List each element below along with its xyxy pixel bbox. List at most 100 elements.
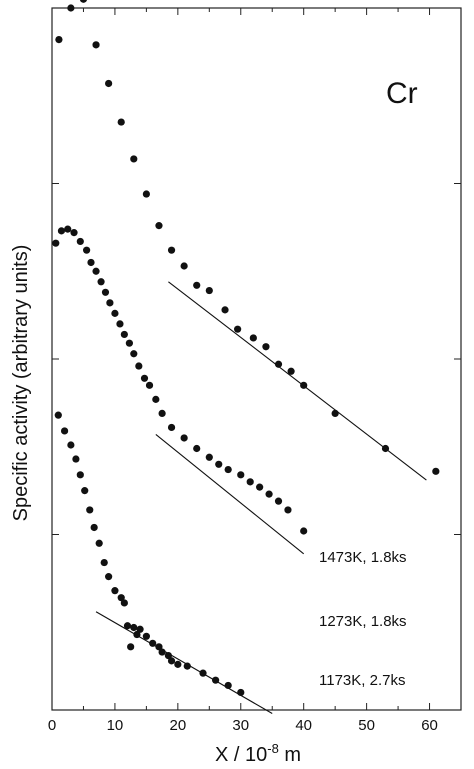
data-point-series-0 <box>105 79 113 88</box>
data-point-series-1 <box>265 490 273 498</box>
data-point-series-0 <box>167 246 176 254</box>
y-axis-title: Specific activity (arbitrary units) <box>10 245 32 522</box>
data-point-series-1 <box>83 246 91 254</box>
data-point-series-2 <box>117 594 125 602</box>
data-point-series-1 <box>158 409 166 418</box>
data-point-series-1 <box>274 497 283 505</box>
data-point-series-1 <box>92 267 100 275</box>
x-axis-title-exponent: -8 <box>267 741 279 756</box>
data-point-series-1 <box>116 320 124 328</box>
data-point-series-2 <box>105 573 113 581</box>
data-point-series-0 <box>274 360 283 368</box>
data-point-series-0 <box>331 409 339 418</box>
data-point-series-0 <box>117 118 125 126</box>
data-point-series-1 <box>106 299 114 307</box>
x-tick-label: 40 <box>295 717 312 734</box>
data-point-series-1 <box>76 237 84 246</box>
data-point-series-2 <box>72 455 80 463</box>
data-point-series-2 <box>95 539 103 547</box>
x-tick-label: 50 <box>358 717 375 734</box>
data-point-series-1 <box>256 483 264 491</box>
data-point-series-0 <box>130 155 138 163</box>
fit-lines <box>95 281 427 714</box>
x-axis-title-base: X / 10 <box>215 744 267 766</box>
data-point-series-1 <box>215 460 223 468</box>
data-point-series-1 <box>57 227 66 235</box>
data-point-series-1 <box>300 527 308 535</box>
data-point-series-1 <box>140 374 149 382</box>
data-point-series-2 <box>100 558 108 567</box>
data-point-series-0 <box>67 4 75 12</box>
data-point-series-1 <box>125 339 133 347</box>
data-point-series-2 <box>127 643 135 651</box>
data-point-series-2 <box>155 643 163 651</box>
data-point-series-1 <box>97 278 105 286</box>
data-point-series-0 <box>221 306 229 314</box>
data-point-series-0 <box>142 190 150 198</box>
x-tick-label: 20 <box>170 717 187 734</box>
data-point-series-2 <box>136 625 144 633</box>
data-point-series-2 <box>212 676 220 684</box>
plot-frame <box>51 7 462 711</box>
data-point-series-0 <box>432 467 440 475</box>
data-point-series-2 <box>90 523 98 532</box>
data-point-series-2 <box>54 411 62 419</box>
data-point-series-1 <box>167 423 176 432</box>
data-point-series-1 <box>145 381 154 389</box>
data-point-series-2 <box>237 688 245 697</box>
data-point-series-0 <box>55 35 63 44</box>
fit-line-series-1 <box>155 434 305 555</box>
x-axis-title: X / 10-8 m <box>215 741 301 766</box>
data-point-series-2 <box>183 662 191 670</box>
data-point-series-0 <box>381 444 390 453</box>
data-point-series-1 <box>246 478 254 486</box>
data-point-series-2 <box>199 669 207 677</box>
data-point-series-0 <box>180 262 188 270</box>
data-point-series-1 <box>205 453 213 461</box>
data-point-series-1 <box>135 362 143 370</box>
series-label-1273k: 1273K, 1.8ks <box>319 613 407 630</box>
data-point-series-1 <box>224 465 232 474</box>
data-points <box>52 0 440 697</box>
data-point-series-0 <box>155 222 163 230</box>
data-point-series-2 <box>130 623 138 632</box>
data-point-series-2 <box>81 487 89 495</box>
x-tick-label: 10 <box>107 717 124 734</box>
data-point-series-2 <box>86 506 94 514</box>
data-point-series-1 <box>152 395 160 403</box>
data-point-series-2 <box>149 639 157 647</box>
data-point-series-0 <box>205 286 213 295</box>
series-label-1473k: 1473K, 1.8ks <box>319 549 407 566</box>
data-point-series-1 <box>111 309 119 317</box>
data-point-series-2 <box>174 660 182 668</box>
x-axis-title-unit: m <box>279 744 301 766</box>
data-point-series-2 <box>123 622 132 630</box>
data-point-series-1 <box>193 444 201 453</box>
data-point-series-1 <box>180 434 188 442</box>
data-point-series-1 <box>130 350 138 358</box>
data-point-series-2 <box>164 651 173 660</box>
data-point-series-0 <box>193 281 201 289</box>
data-point-series-1 <box>87 258 95 267</box>
data-point-series-1 <box>64 225 72 233</box>
data-point-series-2 <box>224 681 232 690</box>
data-point-series-1 <box>70 229 78 237</box>
data-point-series-0 <box>287 367 295 375</box>
data-point-series-1 <box>284 506 292 514</box>
data-point-series-0 <box>249 334 257 342</box>
data-point-series-2 <box>67 441 75 449</box>
data-point-series-2 <box>60 427 69 435</box>
data-point-series-1 <box>237 471 245 479</box>
fit-line-series-2 <box>95 611 273 714</box>
panel-label: Cr <box>386 77 418 110</box>
data-point-series-1 <box>120 330 128 339</box>
data-point-series-2 <box>76 471 84 479</box>
data-point-series-2 <box>111 587 119 595</box>
series-label-1173k: 1173K, 2.7ks <box>319 672 405 689</box>
axes: 0 10 20 30 40 50 60 <box>48 7 462 734</box>
x-tick-label: 0 <box>48 717 56 734</box>
data-point-series-2 <box>133 630 141 639</box>
data-point-series-0 <box>234 325 242 333</box>
data-point-series-1 <box>52 239 60 247</box>
data-point-series-1 <box>101 288 110 296</box>
